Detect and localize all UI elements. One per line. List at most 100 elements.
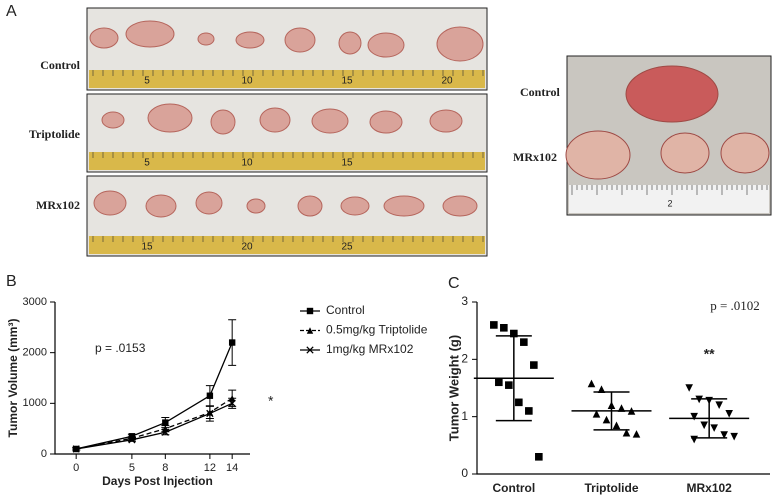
tumor	[89, 27, 119, 49]
marker	[685, 384, 693, 392]
ruler-label: 5	[144, 76, 150, 87]
x-tick-label: Control	[493, 481, 536, 495]
tumor	[210, 109, 236, 135]
strip-label: Triptolide	[29, 127, 81, 141]
tumor	[125, 20, 175, 48]
ruler	[89, 152, 485, 170]
marker	[206, 409, 214, 418]
marker	[592, 410, 601, 418]
panel-label: B	[6, 273, 17, 290]
x-axis-label: Days Post Injection	[102, 474, 213, 488]
marker	[587, 379, 596, 388]
sd-bar	[495, 335, 532, 422]
tumor	[442, 195, 478, 217]
y-tick-label: 0	[461, 466, 468, 480]
tumor	[197, 32, 215, 46]
marker	[530, 361, 538, 369]
y-tick-label: 2	[461, 352, 468, 366]
ruler	[89, 236, 485, 254]
tumor	[340, 196, 370, 216]
strip-label: MRx102	[36, 198, 80, 212]
x-tick-label: Triptolide	[585, 481, 639, 495]
y-tick-label: 1000	[23, 397, 47, 409]
marker	[161, 428, 169, 436]
strip-label: Control	[40, 58, 80, 72]
weight-chart: 0 1 2 3 Tumor Weight (g) p = .0102 Control Trip…	[446, 294, 770, 495]
ruler-label: 20	[441, 76, 453, 87]
ruler-label: 25	[341, 242, 353, 253]
marker	[515, 398, 523, 407]
panel-label: A	[6, 3, 17, 20]
legend-label: 0.5mg/kg Triptolide	[326, 323, 428, 337]
tumor	[246, 198, 266, 214]
annotation: *	[268, 393, 274, 409]
x-tick-label: 14	[226, 462, 238, 474]
sd-bar	[593, 391, 630, 431]
panel-a: A Control Triptolide MRx102 Control MRx1…	[6, 3, 560, 212]
marker	[622, 428, 631, 437]
ruler-label: 15	[141, 242, 153, 253]
ruler-label: 10	[241, 158, 253, 169]
tumor	[311, 108, 349, 134]
legend-label: Control	[326, 303, 365, 317]
ruler	[89, 70, 485, 88]
tumor	[429, 109, 463, 133]
marker	[632, 430, 641, 438]
legend-marker	[306, 346, 314, 354]
tumor	[93, 190, 127, 216]
marker	[228, 339, 236, 346]
marker	[206, 392, 214, 399]
marker	[720, 431, 728, 439]
marker	[597, 385, 606, 393]
volume-chart: 0 1000 2000 3000 0 5 8 12 14 Days Post Injection T…	[6, 296, 428, 488]
tumor	[235, 31, 265, 49]
marker	[525, 407, 533, 415]
tumor	[147, 103, 193, 133]
marker	[535, 453, 543, 461]
marker	[128, 436, 136, 444]
tumor	[259, 107, 291, 133]
y-tick-label: 2000	[23, 347, 47, 359]
marker	[490, 321, 498, 329]
tumor	[660, 132, 710, 174]
marker	[690, 435, 698, 444]
annotation: **	[704, 346, 715, 362]
tumor	[383, 195, 425, 217]
annotation: p = .0102	[710, 298, 760, 313]
marker	[617, 404, 626, 412]
marker	[730, 432, 738, 441]
photo-label: Control	[520, 85, 560, 99]
marker	[228, 399, 236, 407]
tumor	[195, 191, 223, 215]
ruler-label: 20	[241, 242, 253, 253]
y-tick-label: 3000	[23, 296, 47, 308]
tumor	[436, 26, 484, 62]
y-tick-label: 3	[461, 294, 468, 308]
tumor	[369, 110, 403, 134]
marker	[612, 421, 621, 430]
x-tick-label: 8	[162, 462, 168, 474]
marker	[510, 329, 518, 338]
ruler-label: 2	[667, 198, 672, 208]
sd-bar	[691, 398, 728, 439]
tumor	[101, 111, 125, 129]
tumor	[297, 195, 323, 217]
axis	[54, 302, 250, 455]
marker	[505, 381, 513, 389]
tumor	[720, 132, 770, 174]
tumor	[338, 31, 362, 55]
annotation: p = .0153	[95, 341, 146, 355]
ruler-label: 10	[241, 76, 253, 87]
marker	[602, 415, 611, 424]
ruler-label: 15	[341, 158, 353, 169]
marker	[495, 378, 503, 387]
ruler-label: 15	[341, 76, 353, 87]
panel-label: C	[448, 275, 460, 292]
x-tick-label: 12	[204, 462, 216, 474]
ruler-label: 5	[144, 158, 150, 169]
marker	[72, 445, 80, 453]
x-tick-label: 5	[129, 462, 135, 474]
legend-marker	[306, 327, 314, 334]
photo-label: MRx102	[513, 150, 557, 164]
